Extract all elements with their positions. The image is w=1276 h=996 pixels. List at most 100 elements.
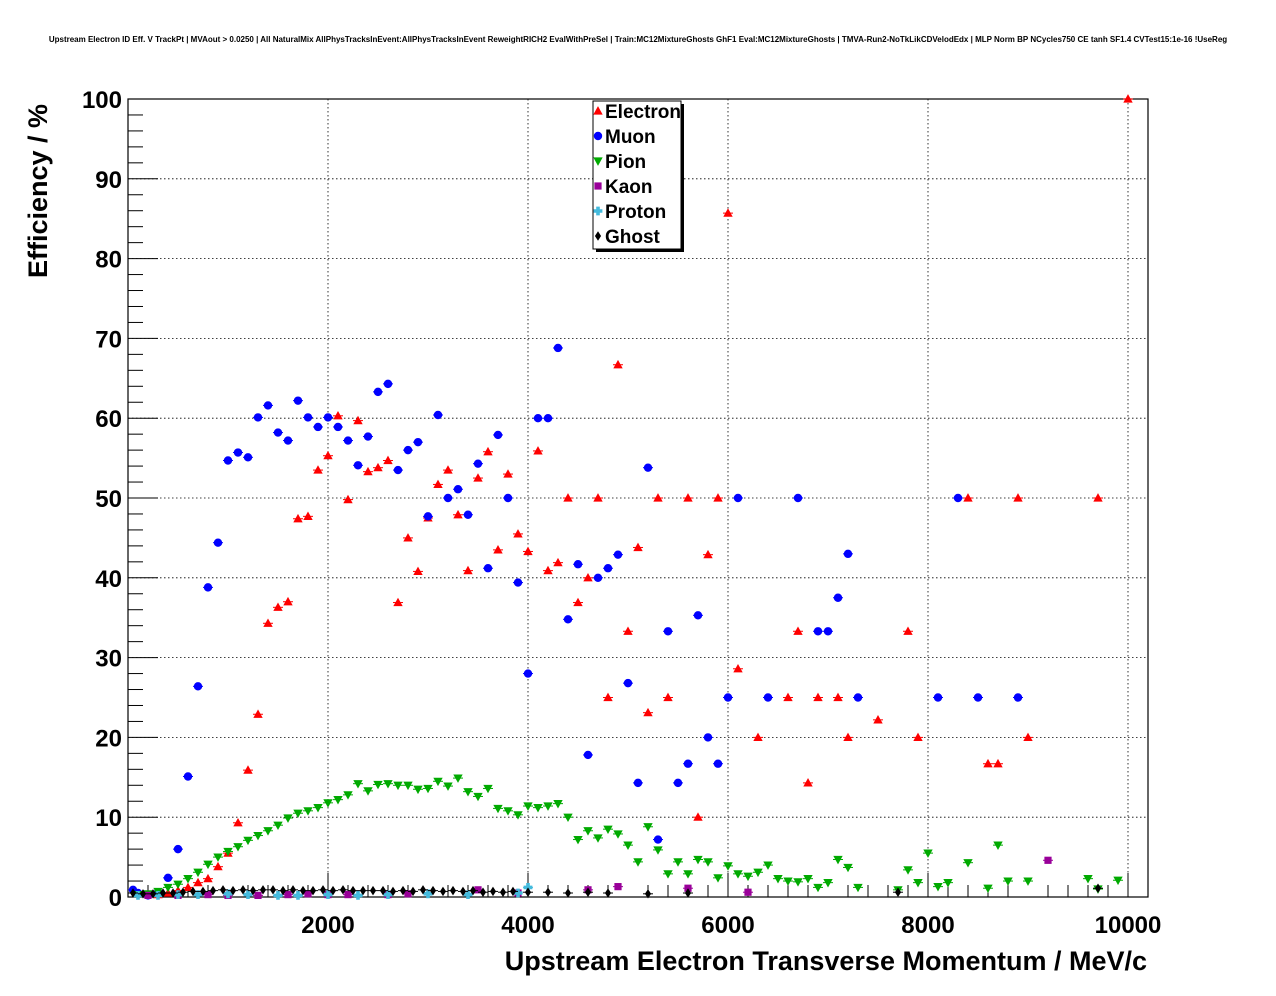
- ghost-point: [1094, 883, 1102, 893]
- muon-point: [653, 835, 663, 844]
- electron-point: [303, 511, 313, 520]
- pion-point: [623, 841, 633, 850]
- pion-point: [333, 796, 343, 805]
- electron-point: [413, 566, 423, 576]
- y-tick-label: 0: [109, 885, 122, 912]
- pion-point: [583, 827, 593, 836]
- muon-point: [693, 611, 703, 620]
- kaon-point: [144, 891, 152, 900]
- series-proton: [133, 883, 533, 900]
- electron-point: [873, 715, 883, 724]
- electron-point: [813, 692, 823, 702]
- muon-point: [213, 538, 223, 547]
- pion-point: [283, 814, 293, 823]
- y-tick-label: 80: [95, 247, 122, 274]
- pion-point: [223, 847, 233, 857]
- electron-point: [593, 493, 603, 502]
- muon-point: [823, 627, 833, 636]
- pion-point: [313, 804, 323, 813]
- pion-point: [513, 811, 523, 820]
- series-pion: [133, 774, 1123, 900]
- proton-point: [353, 891, 363, 900]
- legend-marker-pion: [593, 157, 603, 166]
- ghost-point: [479, 887, 487, 897]
- muon-point: [263, 401, 273, 410]
- electron-point: [293, 513, 303, 523]
- chart-title: Upstream Electron ID Eff. V TrackPt | MV…: [49, 35, 1227, 44]
- muon-point: [643, 463, 653, 472]
- pion-point: [203, 860, 213, 870]
- muon-point: [853, 693, 863, 702]
- ghost-point: [259, 885, 267, 895]
- pion-point: [733, 870, 743, 879]
- muon-point: [973, 693, 983, 702]
- pion-point: [453, 774, 463, 783]
- pion-point: [803, 875, 813, 884]
- ghost-point: [179, 887, 187, 897]
- legend-label-pion: Pion: [605, 152, 646, 173]
- ghost-point: [409, 886, 417, 897]
- pion-point: [503, 807, 513, 816]
- electron-point: [963, 493, 973, 502]
- electron-point: [693, 812, 703, 821]
- ghost-point: [644, 889, 652, 899]
- muon-point: [413, 437, 423, 447]
- x-axis-label: Upstream Electron Transverse Momentum / …: [505, 946, 1147, 976]
- pion-point: [483, 784, 493, 794]
- muon-point: [703, 733, 713, 742]
- electron-point: [833, 692, 843, 702]
- legend-box: [592, 100, 682, 250]
- electron-point: [843, 732, 853, 741]
- muon-point: [503, 493, 513, 503]
- electron-point: [793, 626, 803, 635]
- electron-point: [603, 692, 613, 702]
- muon-point: [533, 414, 543, 423]
- electron-point: [533, 446, 543, 455]
- muon-point: [683, 759, 693, 768]
- y-tick-label: 50: [95, 486, 122, 513]
- pion-point: [563, 813, 573, 823]
- electron-point: [333, 410, 343, 420]
- y-tick-label: 70: [95, 326, 122, 353]
- muon-point: [203, 583, 213, 592]
- pion-point: [823, 879, 833, 888]
- muon-point: [623, 678, 633, 688]
- electron-point: [363, 466, 373, 476]
- y-tick-label: 90: [95, 167, 122, 194]
- muon-point: [163, 873, 173, 883]
- pion-point: [773, 875, 783, 884]
- ghost-point: [359, 885, 367, 896]
- electron-point: [983, 758, 993, 768]
- muon-point: [223, 456, 233, 465]
- pion-point: [633, 858, 643, 867]
- muon-point: [763, 693, 773, 702]
- electron-point: [1093, 493, 1103, 502]
- electron-point: [713, 493, 723, 502]
- pion-point: [323, 799, 333, 808]
- pion-point: [813, 883, 823, 893]
- kaon-point: [344, 891, 352, 899]
- electron-point: [513, 529, 523, 538]
- pion-point: [663, 870, 673, 879]
- pion-point: [923, 849, 933, 858]
- electron-point: [753, 732, 763, 741]
- pion-point: [603, 825, 613, 834]
- kaon-point: [614, 883, 622, 891]
- electron-point: [183, 882, 193, 892]
- muon-point: [603, 564, 613, 573]
- data-series: [128, 94, 1133, 900]
- pion-point: [1083, 875, 1093, 884]
- electron-point: [213, 861, 223, 871]
- x-tick-label: 2000: [301, 912, 354, 939]
- ghost-point: [449, 885, 457, 896]
- electron-point: [903, 626, 913, 635]
- electron-point: [403, 533, 413, 542]
- pion-point: [713, 874, 723, 883]
- ghost-point: [419, 885, 427, 895]
- legend-label-muon: Muon: [605, 127, 656, 148]
- muon-point: [363, 432, 373, 441]
- muon-point: [313, 422, 323, 432]
- ghost-point: [229, 885, 237, 896]
- pion-point: [163, 883, 173, 893]
- ghost-point: [459, 886, 467, 897]
